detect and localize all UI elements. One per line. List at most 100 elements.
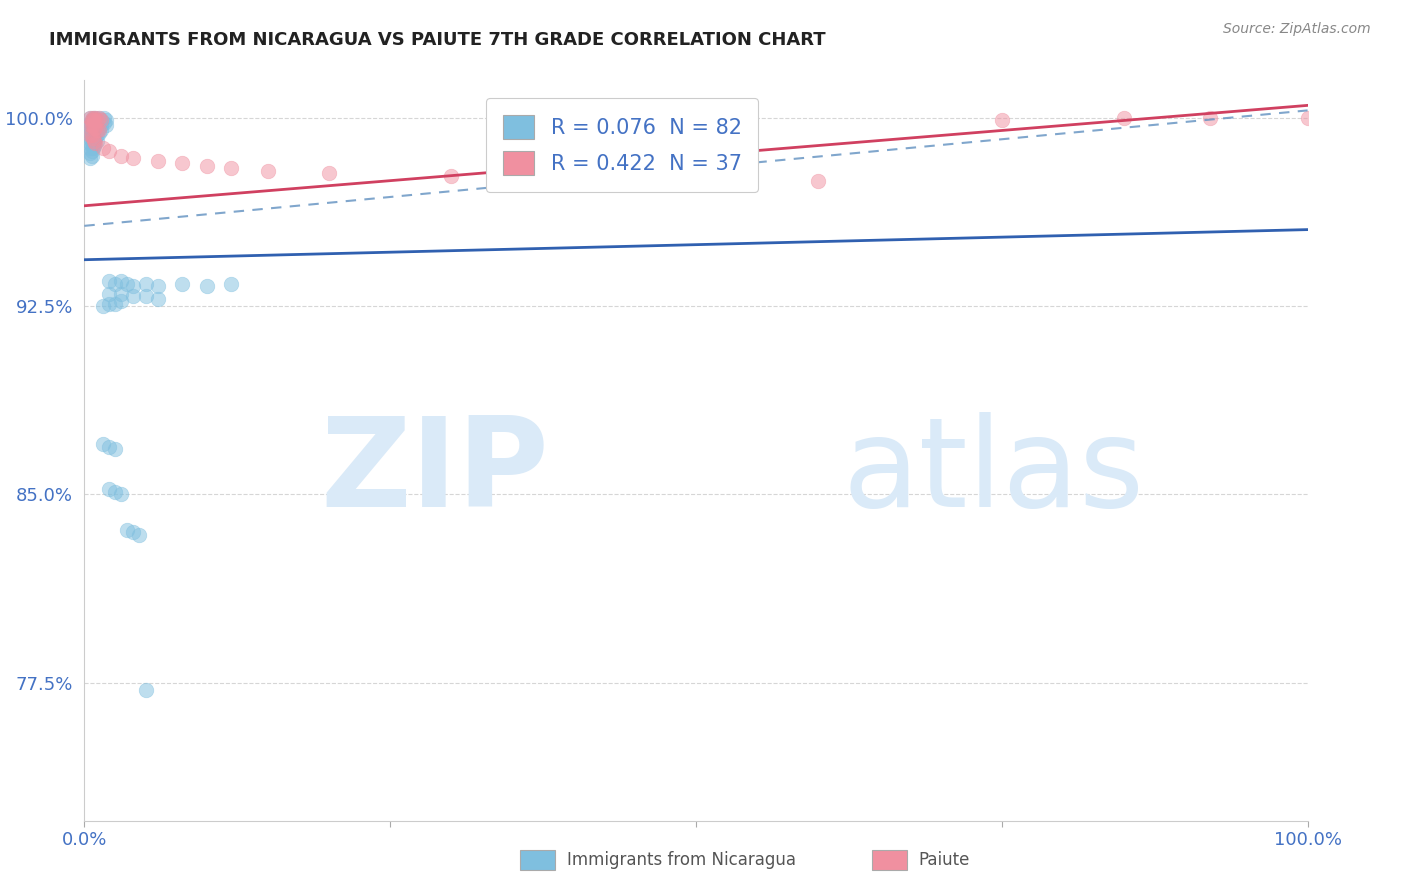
Point — [82, 131, 104, 145]
Text: atlas: atlas — [842, 412, 1144, 533]
Point — [110, 148, 132, 162]
Point — [122, 524, 145, 539]
Point — [82, 111, 104, 125]
Point — [93, 111, 115, 125]
Point — [82, 136, 104, 150]
Point — [79, 141, 101, 155]
Point — [84, 126, 107, 140]
Text: Immigrants from Nicaragua: Immigrants from Nicaragua — [567, 851, 796, 869]
Point — [84, 120, 107, 135]
Text: ZIP: ZIP — [321, 412, 550, 533]
Point — [84, 120, 107, 135]
Point — [80, 138, 103, 153]
Point — [135, 683, 157, 698]
Point — [83, 120, 105, 135]
Point — [685, 171, 707, 186]
Point — [86, 134, 108, 148]
Point — [90, 113, 112, 128]
Point — [83, 138, 105, 153]
Point — [104, 296, 127, 310]
Point — [82, 131, 104, 145]
Point — [79, 128, 101, 143]
Point — [87, 116, 110, 130]
Point — [104, 484, 127, 499]
Point — [82, 111, 104, 125]
Point — [80, 113, 103, 128]
Point — [122, 151, 145, 165]
Point — [195, 159, 218, 173]
Point — [195, 279, 218, 293]
Point — [172, 277, 194, 291]
Point — [110, 294, 132, 309]
Point — [87, 111, 110, 125]
Point — [110, 274, 132, 288]
Point — [79, 146, 101, 161]
Point — [1198, 111, 1220, 125]
Point — [86, 119, 108, 133]
Point — [115, 277, 138, 291]
Point — [79, 120, 101, 135]
Point — [146, 279, 169, 293]
Point — [135, 277, 157, 291]
Point — [128, 527, 150, 541]
Point — [84, 111, 107, 125]
Point — [318, 166, 340, 180]
Point — [807, 174, 830, 188]
Point — [87, 111, 110, 125]
Point — [97, 483, 120, 497]
Point — [83, 123, 105, 137]
Point — [257, 163, 280, 178]
Point — [83, 113, 105, 128]
Point — [90, 123, 112, 137]
Point — [87, 120, 110, 135]
Point — [91, 299, 114, 313]
Point — [110, 487, 132, 501]
Point — [86, 123, 108, 137]
Point — [97, 274, 120, 288]
Point — [80, 119, 103, 133]
Point — [80, 128, 103, 143]
Point — [219, 277, 242, 291]
Point — [82, 119, 104, 133]
Point — [79, 126, 101, 140]
Point — [80, 144, 103, 158]
Point — [80, 148, 103, 162]
Point — [90, 119, 112, 133]
Point — [86, 113, 108, 128]
Point — [91, 437, 114, 451]
Point — [79, 116, 101, 130]
Point — [91, 141, 114, 155]
Point — [84, 136, 107, 150]
Point — [1296, 111, 1319, 125]
Point — [82, 141, 104, 155]
Point — [80, 128, 103, 143]
Point — [79, 131, 101, 145]
Point — [90, 113, 112, 128]
Point — [80, 113, 103, 128]
Point — [86, 113, 108, 128]
Point — [79, 151, 101, 165]
Point — [172, 156, 194, 170]
Point — [122, 289, 145, 303]
Text: IMMIGRANTS FROM NICARAGUA VS PAIUTE 7TH GRADE CORRELATION CHART: IMMIGRANTS FROM NICARAGUA VS PAIUTE 7TH … — [49, 31, 825, 49]
Point — [135, 289, 157, 303]
Point — [83, 119, 105, 133]
Point — [219, 161, 242, 175]
Point — [79, 136, 101, 150]
Point — [82, 116, 104, 130]
Point — [110, 286, 132, 301]
Point — [82, 120, 104, 135]
Point — [83, 128, 105, 143]
Point — [97, 144, 120, 158]
Point — [82, 126, 104, 140]
Point — [83, 113, 105, 128]
Point — [991, 113, 1014, 128]
Text: Source: ZipAtlas.com: Source: ZipAtlas.com — [1223, 22, 1371, 37]
Point — [93, 116, 115, 130]
Text: Paiute: Paiute — [918, 851, 970, 869]
Point — [80, 134, 103, 148]
Point — [80, 123, 103, 137]
Point — [1114, 111, 1136, 125]
Point — [83, 134, 105, 148]
Point — [79, 111, 101, 125]
